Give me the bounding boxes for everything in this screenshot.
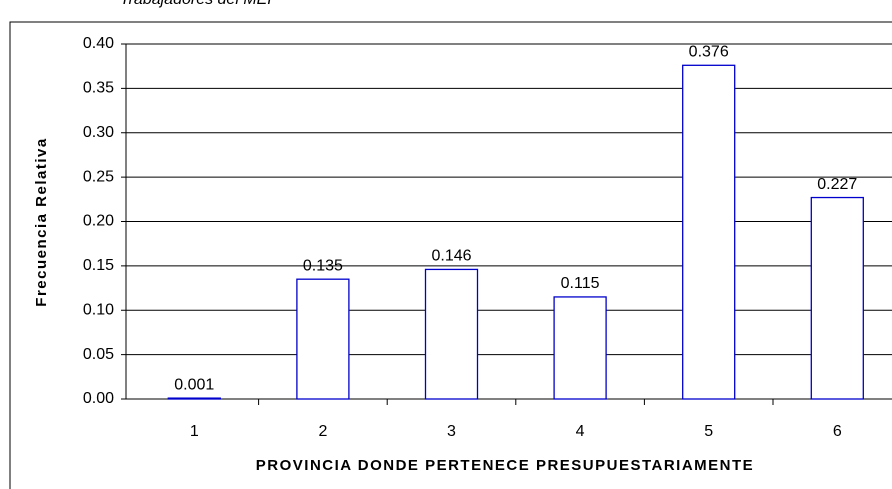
y-tick-label: 0.10 xyxy=(83,301,114,318)
x-tick-label: 5 xyxy=(704,423,713,440)
y-tick-label: 0.35 xyxy=(83,80,114,97)
y-tick-label: 0.05 xyxy=(83,346,114,363)
y-tick-label: 0.30 xyxy=(83,124,114,141)
y-tick-label: 0.15 xyxy=(83,257,114,274)
data-label: 0.135 xyxy=(303,257,343,274)
data-label: 0.146 xyxy=(431,248,471,265)
data-label: 0.001 xyxy=(174,376,214,393)
x-tick-label: 3 xyxy=(447,423,456,440)
bar xyxy=(682,64,736,400)
chart-frame xyxy=(9,21,892,489)
bar xyxy=(424,268,479,400)
y-tick-label: 0.20 xyxy=(83,213,114,230)
x-tick-label: 4 xyxy=(576,423,585,440)
x-tick-label: 6 xyxy=(833,423,842,440)
bar xyxy=(553,296,607,400)
bar xyxy=(296,278,350,400)
data-label: 0.227 xyxy=(817,176,857,193)
bar xyxy=(167,397,221,400)
y-tick-label: 0.25 xyxy=(83,168,114,185)
chart-title: Trabajadores del MEP xyxy=(120,0,278,8)
x-tick-label: 1 xyxy=(190,423,199,440)
y-tick-label: 0.00 xyxy=(83,390,114,407)
x-tick-label: 2 xyxy=(318,423,327,440)
data-label: 0.376 xyxy=(689,44,729,61)
y-tick-label: 0.40 xyxy=(83,35,114,52)
data-label: 0.115 xyxy=(561,275,600,292)
bar xyxy=(810,196,864,400)
x-axis-title: PROVINCIA DONDE PERTENECE PRESUPUESTARIA… xyxy=(256,457,754,474)
y-axis-title: Frecuencia Relativa xyxy=(33,137,50,306)
